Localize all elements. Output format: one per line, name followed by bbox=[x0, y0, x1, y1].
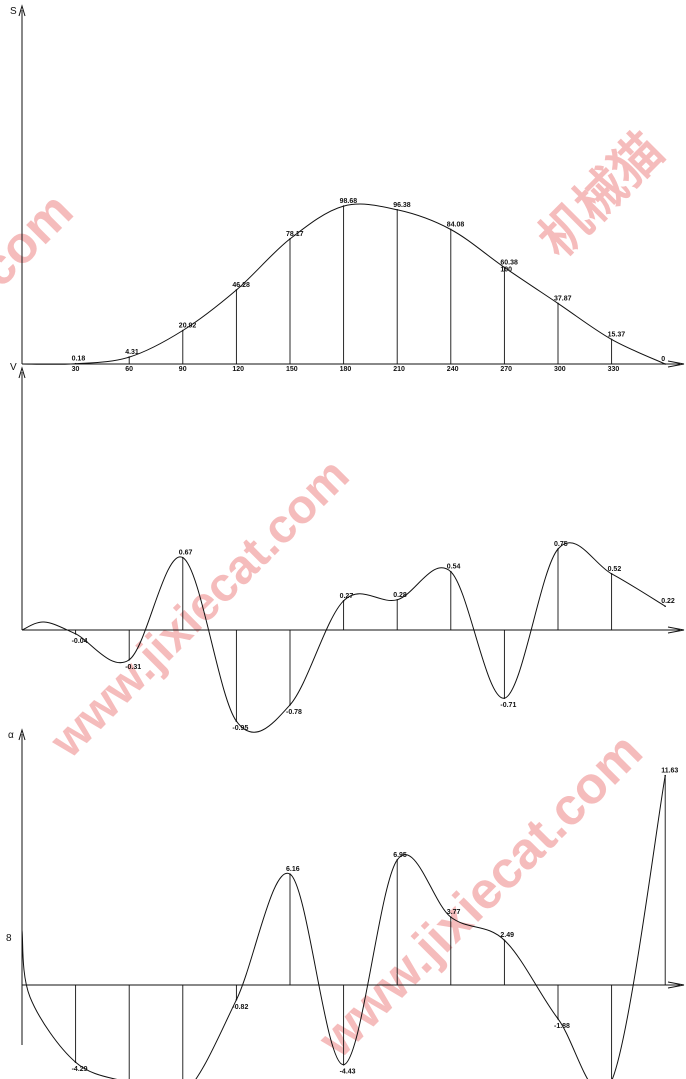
x-tick-label: 90 bbox=[179, 366, 187, 373]
data-point bbox=[342, 1063, 345, 1066]
x-tick-label: 60 bbox=[125, 366, 133, 373]
data-label: -0.82 bbox=[232, 1004, 248, 1011]
data-point bbox=[235, 998, 238, 1001]
x-tick-label: 270 bbox=[500, 366, 512, 373]
x-axis-arrow bbox=[667, 360, 685, 368]
data-point bbox=[503, 697, 506, 699]
data-label: 3.77 bbox=[447, 909, 461, 916]
data-point bbox=[289, 704, 291, 706]
x-axis-arrow bbox=[667, 626, 685, 634]
data-label: 0 bbox=[661, 356, 665, 363]
data-label: 0.52 bbox=[608, 566, 622, 573]
data-label: 0.28 bbox=[393, 592, 407, 599]
data-label: 15.37 bbox=[608, 331, 626, 338]
data-point bbox=[289, 873, 291, 875]
x-tick-label: 120 bbox=[232, 366, 244, 373]
x-tick-label: 210 bbox=[393, 366, 405, 373]
chart-1: S 0.18 4.31 20.92 46.28 78.17 98.68 96.38 84.08 6… bbox=[10, 4, 685, 373]
x-tick-label: 240 bbox=[447, 366, 459, 373]
x-tick-label: 330 bbox=[608, 366, 620, 373]
x-tick-label: 30 bbox=[72, 366, 80, 373]
data-point bbox=[128, 658, 130, 661]
data-point bbox=[557, 302, 559, 305]
data-point bbox=[396, 598, 399, 601]
x-axis-arrow bbox=[667, 981, 685, 989]
data-point bbox=[396, 208, 399, 211]
data-label: 2.49 bbox=[500, 932, 514, 939]
watermark-text: www.jixiecat.com bbox=[307, 722, 654, 1069]
data-point bbox=[503, 939, 506, 941]
data-point bbox=[610, 338, 613, 341]
data-point bbox=[503, 266, 506, 269]
y-axis-label: V bbox=[10, 362, 17, 373]
data-label: 0.18 bbox=[72, 356, 86, 363]
data-label: 4.31 bbox=[125, 349, 139, 356]
data-point bbox=[74, 633, 77, 635]
data-point bbox=[235, 289, 238, 291]
data-point bbox=[342, 205, 345, 207]
y-axis-secondary-label: 8 bbox=[6, 933, 12, 944]
data-label: 0.27 bbox=[340, 593, 354, 600]
data-label: -1.88 bbox=[554, 1023, 570, 1030]
data-point bbox=[557, 548, 559, 550]
data-label: 96.38 bbox=[393, 202, 411, 209]
plots-layer: S 0.18 4.31 20.92 46.28 78.17 98.68 96.38 84.08 6… bbox=[6, 4, 685, 1079]
y-axis-arrow bbox=[18, 4, 26, 17]
data-label: 0.67 bbox=[179, 550, 193, 557]
data-point bbox=[342, 600, 345, 602]
y-axis-label: α bbox=[8, 730, 14, 741]
data-point bbox=[450, 916, 452, 918]
data-point bbox=[182, 556, 184, 559]
series-curve bbox=[21, 542, 666, 733]
data-point bbox=[450, 570, 452, 573]
data-label: 98.68 bbox=[340, 198, 358, 205]
data-label: -4.29 bbox=[72, 1066, 88, 1073]
data-point bbox=[396, 859, 399, 861]
y-axis-arrow bbox=[18, 366, 26, 379]
data-label: 84.08 bbox=[447, 221, 465, 228]
data-label: 11.63 bbox=[661, 768, 678, 775]
data-label: -0.71 bbox=[500, 702, 516, 709]
data-label-extra: 100 bbox=[500, 266, 512, 273]
data-point bbox=[182, 329, 184, 332]
data-point bbox=[74, 362, 77, 365]
data-point bbox=[289, 238, 291, 240]
data-label: -0.78 bbox=[286, 709, 302, 716]
data-point bbox=[450, 228, 452, 231]
data-label: 0.22 bbox=[661, 598, 675, 605]
x-tick-label: 150 bbox=[286, 366, 298, 373]
data-label: 46.28 bbox=[232, 282, 250, 289]
watermark-text: 机械猫 bbox=[528, 122, 674, 268]
data-label: 20.92 bbox=[179, 323, 197, 330]
data-label: 6.16 bbox=[286, 866, 300, 873]
data-point bbox=[664, 774, 666, 777]
data-point bbox=[235, 720, 238, 722]
y-axis-label: S bbox=[10, 6, 17, 17]
data-point bbox=[557, 1018, 559, 1020]
data-label: 78.17 bbox=[286, 231, 304, 238]
data-label: 6.95 bbox=[393, 852, 407, 859]
data-point bbox=[664, 363, 666, 365]
data-label: 37.87 bbox=[554, 295, 572, 302]
data-point bbox=[128, 356, 130, 358]
watermark-text: .com bbox=[0, 182, 84, 309]
data-label: -4.43 bbox=[340, 1069, 356, 1076]
chart-3: α8-4.29-5.42-6.06-0.826.16-4.436.953.772… bbox=[6, 728, 685, 1079]
data-label: 0.75 bbox=[554, 541, 568, 548]
data-point bbox=[74, 1061, 77, 1064]
data-label: 60.38 bbox=[500, 259, 518, 266]
data-point bbox=[664, 605, 666, 608]
data-point bbox=[610, 573, 613, 575]
x-tick-label: 180 bbox=[340, 366, 352, 373]
x-tick-label: 300 bbox=[554, 366, 566, 373]
watermark-text: www.jixiecat.com bbox=[40, 449, 360, 769]
data-label: -0.04 bbox=[72, 638, 88, 645]
data-label: -0.95 bbox=[232, 725, 248, 732]
chart-2: V -0.04 -0.31 0.67 -0.95 -0.78 0.27 0.28 0.54 -0.… bbox=[10, 362, 685, 733]
y-axis-arrow bbox=[18, 728, 26, 741]
data-label: 0.54 bbox=[447, 564, 461, 571]
data-label: -0.31 bbox=[125, 664, 141, 671]
